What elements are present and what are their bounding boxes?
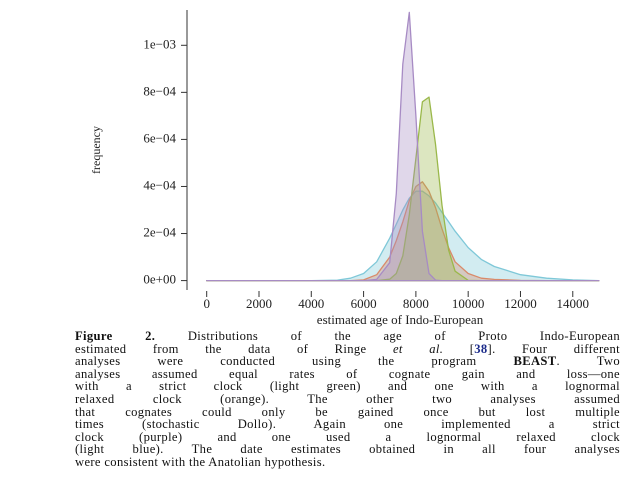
reference[interactable]: 38 <box>474 341 488 356</box>
caption-text: ]. Four different <box>487 341 620 356</box>
caption-line: analyses were conducted using the progra… <box>75 355 620 368</box>
y-tick-label: 1e−03 <box>143 36 176 51</box>
y-tick-label: 6e−04 <box>143 130 176 145</box>
y-tick-label: 0e+00 <box>143 272 176 287</box>
caption-line: that cognates could only be gained once … <box>75 404 620 419</box>
x-tick-label: 14000 <box>557 296 590 311</box>
caption-text: et al. <box>392 341 444 356</box>
caption-line: times (stochastic Dollo). Again one impl… <box>75 417 620 432</box>
caption-line: (light blue). The date estimates obtaine… <box>75 442 620 457</box>
y-tick-label: 8e−04 <box>143 83 176 98</box>
caption: Figure 2. Distributions of the age of Pr… <box>75 330 620 469</box>
caption-line: estimated from the data of Ringe et al. … <box>75 341 620 356</box>
x-tick-label: 8000 <box>403 296 429 311</box>
caption-text: analyses were conducted using the progra… <box>75 354 514 369</box>
y-axis-label: frequency <box>89 126 103 174</box>
chart: frequency estimated age of Indo-European… <box>89 10 600 327</box>
caption-line: with a strict clock (light green) and on… <box>75 379 620 394</box>
x-tick-label: 12000 <box>504 296 537 311</box>
caption-text: estimated from the data of Ringe <box>75 341 393 356</box>
caption-text: Distributions of the age of Proto Indo-E… <box>155 329 620 343</box>
caption-line: were consistent with the Anatolian hypot… <box>75 454 326 469</box>
x-tick-label: 0 <box>203 296 210 311</box>
caption-line: clock (purple) and one used a lognormal … <box>75 429 620 444</box>
caption-text: . Two <box>556 354 620 369</box>
y-tick-label: 4e−04 <box>143 177 176 192</box>
x-tick-label: 2000 <box>246 296 272 311</box>
figure-label: Figure 2. <box>75 329 156 343</box>
caption-line: Figure 2. Distributions of the age of Pr… <box>75 330 620 343</box>
x-tick-label: 4000 <box>298 296 324 311</box>
y-tick-label: 2e−04 <box>143 225 176 240</box>
density-curve <box>206 11 600 282</box>
x-axis-label: estimated age of Indo-European <box>317 312 484 327</box>
caption-text: [ <box>443 341 475 356</box>
x-tick-label: 10000 <box>452 296 485 311</box>
caption-text: BEAST <box>513 354 557 369</box>
caption-line: analyses assumed equal rates of cognate … <box>75 366 620 381</box>
x-tick-label: 6000 <box>351 296 377 311</box>
caption-line: relaxed clock (orange). The other two an… <box>75 391 620 406</box>
